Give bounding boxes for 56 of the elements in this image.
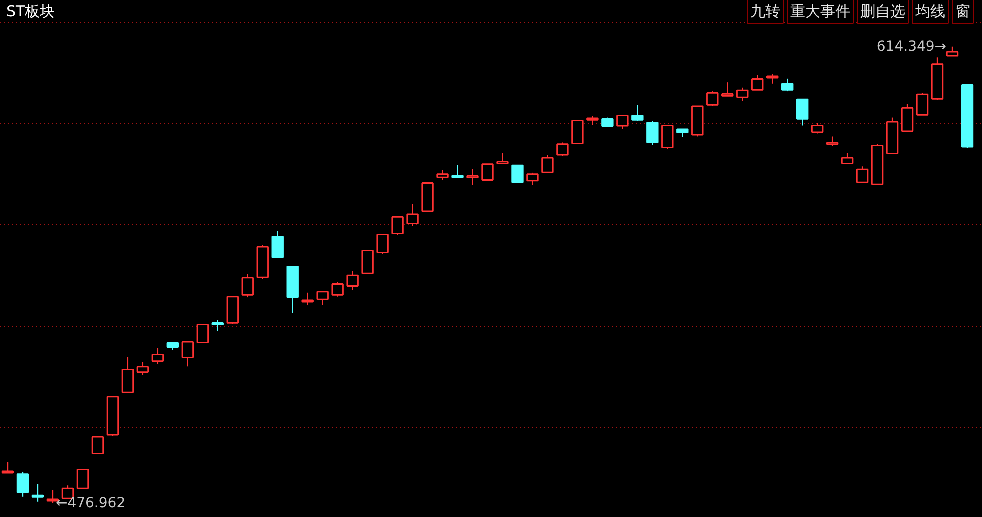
candlestick [392,216,404,236]
candlestick [736,87,749,102]
candlestick [122,356,134,394]
candlestick [796,98,809,126]
candlestick [766,74,779,84]
candlestick [752,74,764,91]
annotation: 九转 [750,2,780,20]
candlestick [482,164,494,181]
candlestick [272,230,284,258]
annotation: 重大事件 [790,2,850,20]
candlestick [512,164,524,184]
candlestick [946,46,959,57]
candlestick [722,82,734,97]
candlestick [811,122,824,134]
candlestick [916,92,929,116]
candlestick [556,142,569,157]
candlestick [662,125,674,150]
candlestick [616,115,629,130]
candlestick [496,152,509,164]
annotation: 删自选 [860,2,906,20]
candlestick [646,120,659,146]
candlestick [841,152,854,164]
candlestick [706,90,719,108]
candlestick [466,168,479,186]
candlestick [32,484,44,502]
candlestick [376,234,389,255]
candlestick [542,154,554,174]
candlestick [452,164,464,178]
candlestick [362,250,374,274]
candlestick [856,166,869,184]
candlestick [332,282,344,298]
annotation: 均线 [914,2,946,20]
annotation: ←476.962 [56,495,126,512]
candlestick [346,270,359,291]
candlestick [152,347,164,365]
candlestick [242,274,254,298]
candlestick [632,104,644,122]
candlestick [182,341,194,368]
candlestick [316,291,329,306]
candlestick [436,170,449,181]
chart-title: ST板块 [6,2,56,20]
candlestick [16,471,30,498]
candlestick [212,320,224,332]
candlestick [406,204,419,228]
candlestick [572,120,584,144]
candlestick [136,361,150,376]
candlestick [526,172,539,186]
candlestick [901,104,914,132]
annotation: 614.349→ [876,38,947,55]
candlestick [92,436,104,454]
candlestick [826,136,839,147]
candlestick [196,324,209,344]
annotation: 窗 [956,2,970,20]
candlestick [302,292,314,306]
candlestick [782,78,794,92]
candlestick [76,468,90,490]
